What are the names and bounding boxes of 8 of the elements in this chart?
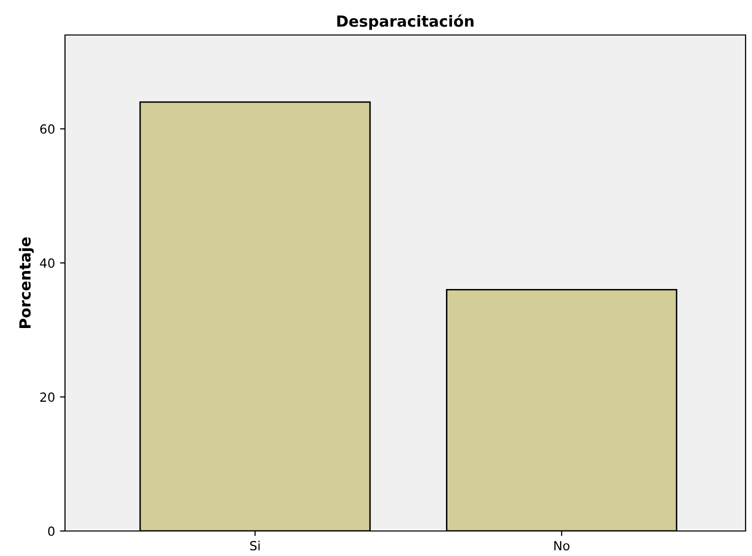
y-tick-label: 0 bbox=[48, 526, 54, 536]
y-tick-label: 60 bbox=[40, 124, 54, 134]
x-tick-label: No bbox=[554, 541, 570, 550]
y-axis-title: Porcentaje bbox=[18, 237, 34, 328]
y-tick-label: 40 bbox=[40, 258, 54, 268]
y-tick-label: 20 bbox=[40, 392, 54, 402]
chart-title: Desparacitación bbox=[337, 14, 474, 30]
x-tick-label: Si bbox=[250, 540, 260, 550]
